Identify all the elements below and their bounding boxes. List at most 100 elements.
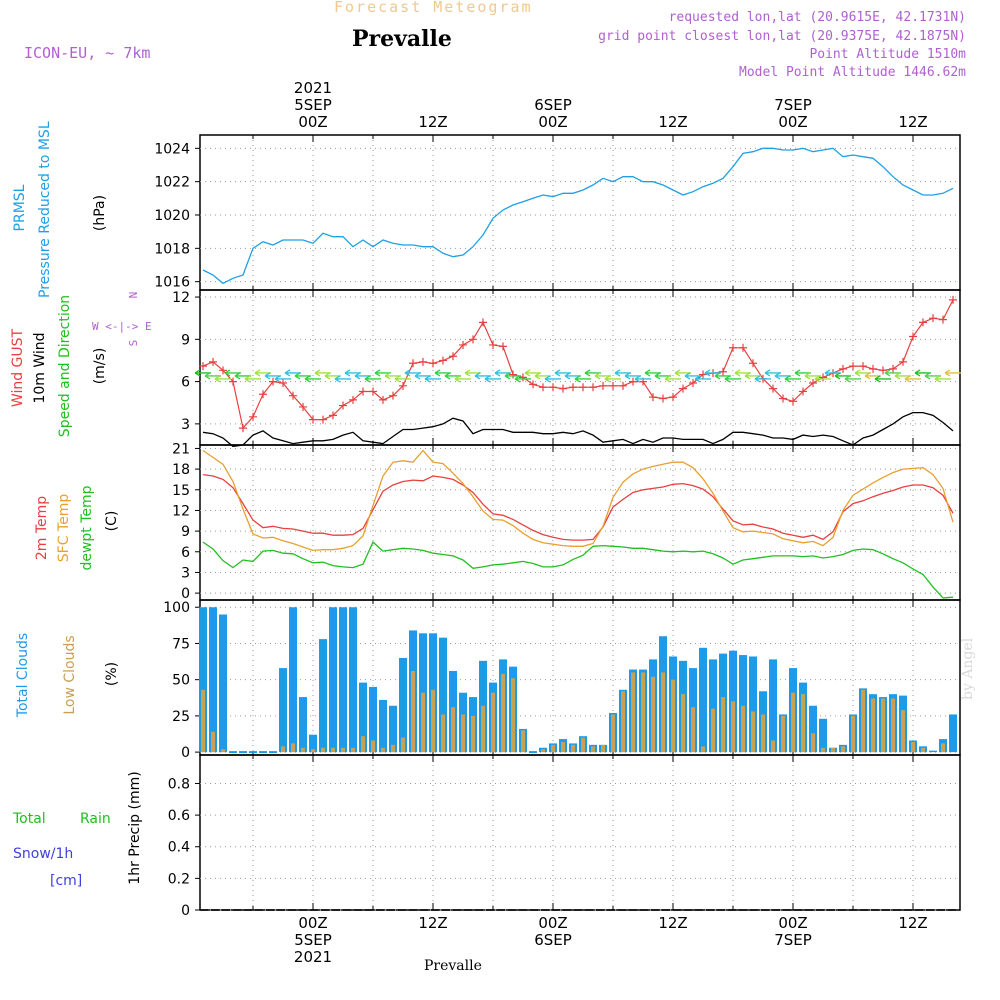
low-cloud-bar	[871, 698, 875, 753]
wind-direction-arrow	[204, 372, 221, 380]
wind-gust-point	[729, 343, 737, 352]
wind-direction-arrow	[784, 375, 801, 383]
wind-direction-arrow	[894, 372, 911, 380]
wind-gust-point	[369, 387, 377, 396]
wind-direction-arrow	[514, 375, 531, 383]
total-cloud-bar	[209, 607, 217, 753]
wind-gust-point	[779, 394, 787, 403]
top-time-label: 6SEP	[534, 96, 572, 114]
wind-gust-point	[899, 357, 907, 366]
wind-gust-point	[549, 383, 557, 392]
low-cloud-bar	[891, 698, 895, 753]
wind-direction-arrow	[214, 375, 231, 383]
total-cloud-bar	[199, 607, 207, 753]
wind-gust-point	[419, 357, 427, 366]
wind-direction-arrow	[434, 369, 451, 377]
wind-gust-point	[669, 393, 677, 402]
wind-direction-arrow	[654, 372, 671, 380]
meteogram-title: Forecast Meteogram	[334, 0, 533, 16]
low-cloud-bar	[851, 715, 855, 753]
low-cloud-bar	[761, 714, 765, 753]
wind-direction-arrow	[714, 372, 731, 380]
low-cloud-bar	[401, 737, 405, 753]
low-cloud-bar	[411, 670, 415, 753]
y-tick-label: 1022	[154, 175, 190, 191]
low-cloud-bar	[331, 747, 335, 753]
wind-gust-point	[359, 387, 367, 396]
wind-gust-point	[269, 377, 277, 386]
wind-gust-point	[309, 415, 317, 424]
y-tick-label: 0.8	[168, 776, 190, 792]
wind-direction-arrow	[834, 372, 851, 380]
temp-sfc-line	[202, 449, 954, 552]
wind-gust-point	[259, 390, 267, 399]
bottom-time-label: 00Z	[298, 914, 327, 932]
compass-rose: N W <-|-> E S	[92, 289, 176, 349]
requested-coords: requested lon,lat (20.9615E, 42.1731N)	[668, 10, 966, 25]
low-cloud-bar	[201, 689, 205, 753]
wind-direction-arrow	[194, 369, 211, 377]
legend-rain: Rain	[80, 811, 111, 827]
wind-gust-point	[449, 352, 457, 361]
wind-gust-point	[749, 359, 757, 368]
wind-direction-arrow	[354, 372, 371, 380]
wind-direction-arrow	[524, 369, 541, 377]
bottom-time-label: 5SEP	[294, 931, 332, 949]
wind-gust-point	[489, 340, 497, 349]
y-tick-label: 9	[181, 524, 190, 540]
wind-direction-arrow	[344, 369, 361, 377]
low-cloud-bar	[341, 747, 345, 753]
precip-frame	[199, 754, 961, 911]
wind-gust-point	[329, 411, 337, 420]
low-cloud-bar	[311, 749, 315, 753]
wind-direction-arrow	[544, 375, 561, 383]
wind-gust-point	[649, 393, 657, 402]
low-cloud-bar	[691, 707, 695, 753]
low-cloud-bar	[391, 744, 395, 753]
wind-gust-point	[929, 314, 937, 323]
wind-direction-arrow	[774, 372, 791, 380]
low-cloud-bar	[351, 747, 355, 753]
legend-cm: [cm]	[50, 873, 83, 889]
wind-direction-arrow	[284, 369, 301, 377]
total-cloud-bar	[219, 614, 227, 753]
bottom-time-label: 12Z	[418, 914, 447, 932]
y-tick-label: 12	[172, 290, 190, 306]
wind-gust-point	[949, 295, 957, 304]
wind-gust-point	[509, 370, 517, 379]
wind-gust-point	[609, 381, 617, 390]
wind-direction-arrow	[224, 369, 241, 377]
low-cloud-bar	[801, 694, 805, 753]
total-cloud-bar	[339, 607, 347, 753]
footer-station: Prevalle	[424, 958, 482, 974]
wind-gust-point	[919, 318, 927, 327]
top-time-label: 00Z	[778, 113, 807, 131]
low-cloud-bar	[651, 676, 655, 753]
total-cloud-bar	[769, 659, 777, 753]
y-tick-label: 9	[181, 332, 190, 348]
total-cloud-bar	[309, 734, 317, 753]
legend-snow: Snow/1h	[13, 846, 74, 862]
gridpoint-coords: grid point closest lon,lat (20.9375E, 42…	[598, 29, 966, 44]
y-tick-label: 0	[181, 903, 190, 919]
wind-gust-point	[219, 366, 227, 375]
wind-gust-line	[202, 299, 954, 430]
wind-direction-arrow	[814, 375, 831, 383]
wind-gust-point	[769, 384, 777, 393]
wind-direction-arrow	[914, 369, 931, 377]
wind-gust-point	[519, 373, 527, 382]
y-tick-label: 0.2	[168, 871, 190, 887]
total-cloud-bar	[439, 637, 447, 753]
pressure-panel: 1016 1018 1020 1022 1024	[154, 134, 961, 291]
low-cloud-bar	[641, 672, 645, 753]
wind-direction-arrow	[554, 369, 571, 377]
point-altitude: Point Altitude 1510m	[809, 47, 966, 62]
low-cloud-bar	[751, 711, 755, 753]
wind-gust-point	[889, 364, 897, 373]
total-cloud-bar	[299, 697, 307, 753]
wind-direction-arrow	[634, 375, 651, 383]
clouds-frame	[199, 599, 961, 756]
wind-direction-arrow	[454, 375, 471, 383]
top-time-label: 00Z	[538, 113, 567, 131]
y-tick-label: 50	[172, 673, 190, 689]
